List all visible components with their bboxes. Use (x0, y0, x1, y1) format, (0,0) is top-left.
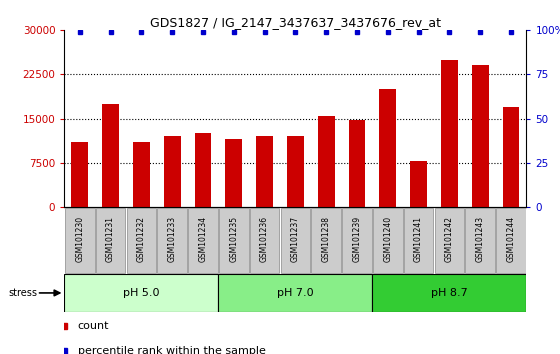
Bar (435, 209, 464, 273)
Bar (404, 209, 433, 273)
Text: GSM101230: GSM101230 (75, 216, 85, 262)
Text: GSM101231: GSM101231 (106, 216, 115, 262)
Bar (157, 209, 187, 273)
Text: GSM101238: GSM101238 (321, 216, 331, 262)
Text: GSM101242: GSM101242 (445, 216, 454, 262)
Bar (96, 209, 125, 273)
Text: pH 7.0: pH 7.0 (277, 288, 314, 298)
Bar (318, 116, 335, 207)
Bar (372, 274, 526, 312)
Bar (311, 209, 341, 273)
Text: percentile rank within the sample: percentile rank within the sample (78, 346, 265, 354)
Bar (496, 209, 526, 273)
Bar (287, 136, 304, 207)
Bar (225, 139, 242, 207)
Text: GSM101243: GSM101243 (475, 216, 485, 262)
Bar (250, 209, 279, 273)
Bar (133, 142, 150, 207)
Text: pH 5.0: pH 5.0 (123, 288, 160, 298)
Bar (65, 209, 95, 273)
Text: GSM101233: GSM101233 (167, 216, 177, 262)
Bar (219, 209, 249, 273)
Bar (379, 89, 396, 207)
Bar (281, 209, 310, 273)
Text: GSM101244: GSM101244 (506, 216, 516, 262)
Text: GSM101237: GSM101237 (291, 216, 300, 262)
Bar (373, 209, 403, 273)
Bar (348, 120, 366, 207)
Text: GSM101236: GSM101236 (260, 216, 269, 262)
Title: GDS1827 / IG_2147_3437637_3437676_rev_at: GDS1827 / IG_2147_3437637_3437676_rev_at (150, 16, 441, 29)
Text: GSM101235: GSM101235 (229, 216, 239, 262)
Bar (102, 104, 119, 207)
Bar (502, 107, 520, 207)
Bar (218, 274, 372, 312)
Text: stress: stress (8, 288, 38, 298)
Bar (71, 142, 88, 207)
Bar (342, 209, 372, 273)
Bar (64, 274, 218, 312)
Bar (194, 133, 212, 207)
Bar (256, 136, 273, 207)
Text: GSM101232: GSM101232 (137, 216, 146, 262)
Bar (472, 65, 489, 207)
Text: GSM101240: GSM101240 (383, 216, 393, 262)
Text: GSM101241: GSM101241 (414, 216, 423, 262)
Text: GSM101239: GSM101239 (352, 216, 362, 262)
Bar (441, 59, 458, 207)
Bar (164, 136, 181, 207)
Text: count: count (78, 321, 109, 331)
Text: GSM101234: GSM101234 (198, 216, 208, 262)
Text: pH 8.7: pH 8.7 (431, 288, 468, 298)
Bar (127, 209, 156, 273)
Bar (188, 209, 218, 273)
Bar (465, 209, 495, 273)
Bar (410, 161, 427, 207)
